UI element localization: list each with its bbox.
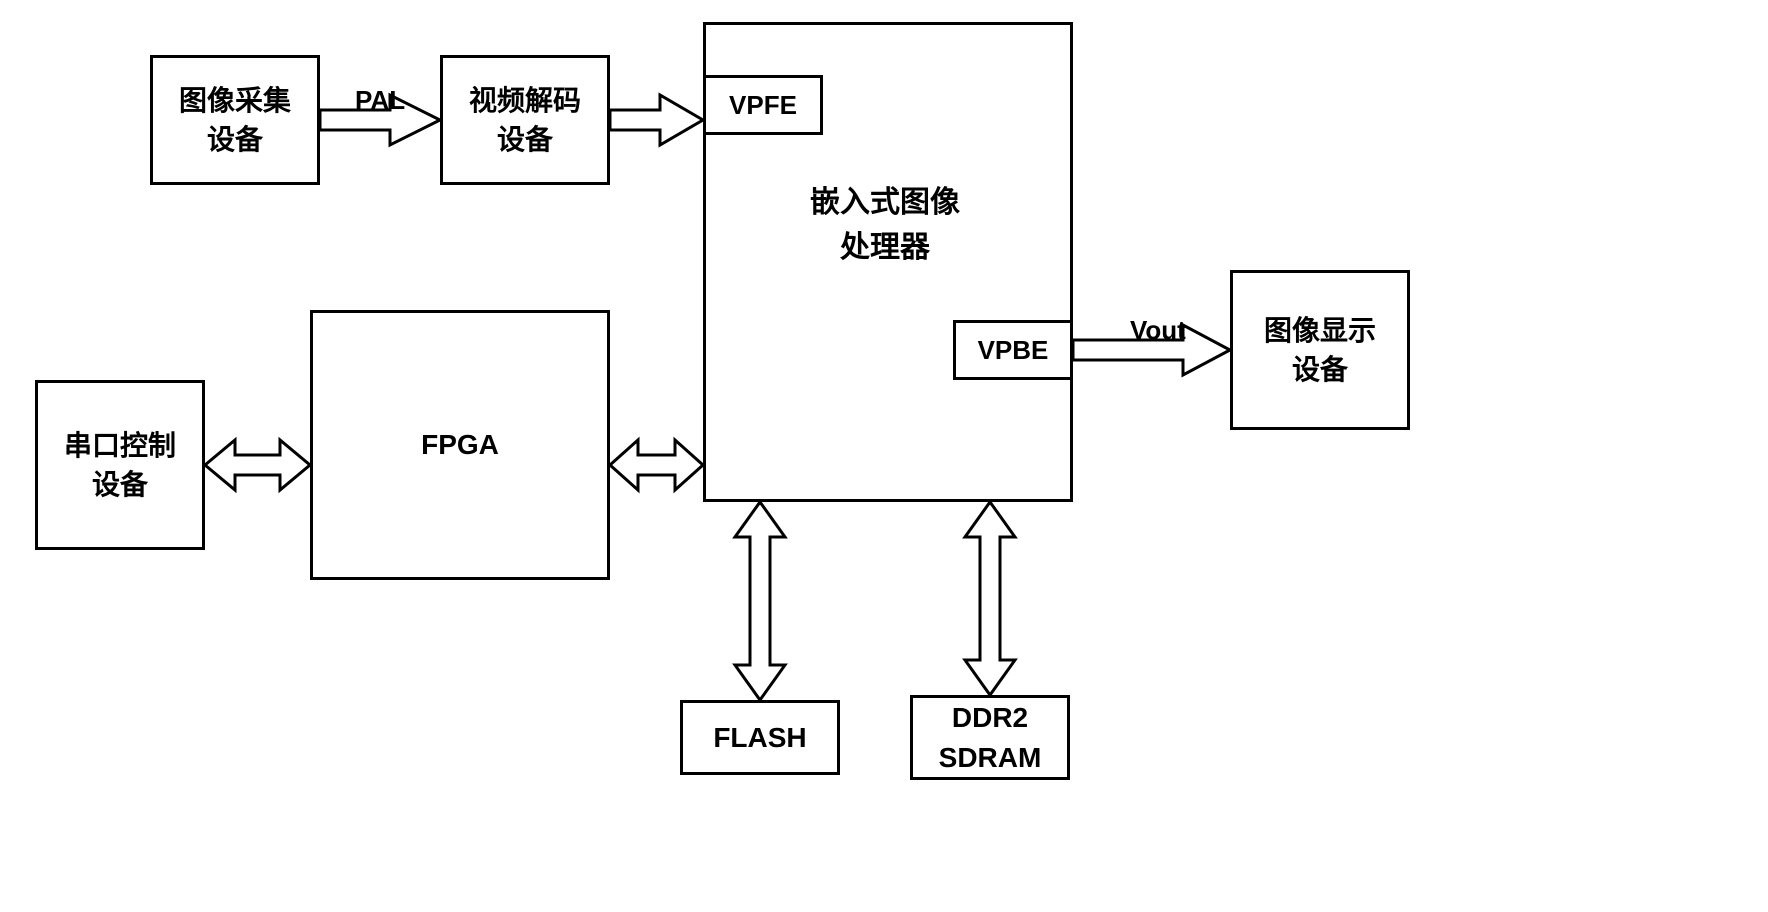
vpbe-label: VPBE	[978, 335, 1049, 366]
fpga-label: FPGA	[421, 425, 499, 464]
serial-control-box: 串口控制设备	[35, 380, 205, 550]
vout-label: Vout	[1130, 315, 1186, 346]
arrow-serial-fpga	[205, 440, 310, 490]
vpfe-label: VPFE	[729, 90, 797, 121]
pal-label: PAL	[355, 85, 405, 116]
flash-label: FLASH	[713, 718, 806, 757]
arrow-processor-ddr2	[965, 502, 1015, 695]
display-box: 图像显示设备	[1230, 270, 1410, 430]
vpfe-box: VPFE	[703, 75, 823, 135]
serial-control-label: 串口控制设备	[64, 426, 176, 504]
video-decode-box: 视频解码设备	[440, 55, 610, 185]
processor-title: 嵌入式图像处理器	[770, 180, 1000, 270]
image-capture-box: 图像采集设备	[150, 55, 320, 185]
image-capture-label: 图像采集设备	[179, 81, 291, 159]
display-label: 图像显示设备	[1264, 311, 1376, 389]
arrow-decode-to-vpfe	[610, 95, 703, 145]
arrow-processor-flash	[735, 502, 785, 700]
video-decode-label: 视频解码设备	[469, 81, 581, 159]
vpbe-box: VPBE	[953, 320, 1073, 380]
ddr2-box: DDR2SDRAM	[910, 695, 1070, 780]
ddr2-label: DDR2SDRAM	[939, 698, 1042, 776]
flash-box: FLASH	[680, 700, 840, 775]
arrow-fpga-processor	[610, 440, 703, 490]
fpga-box: FPGA	[310, 310, 610, 580]
